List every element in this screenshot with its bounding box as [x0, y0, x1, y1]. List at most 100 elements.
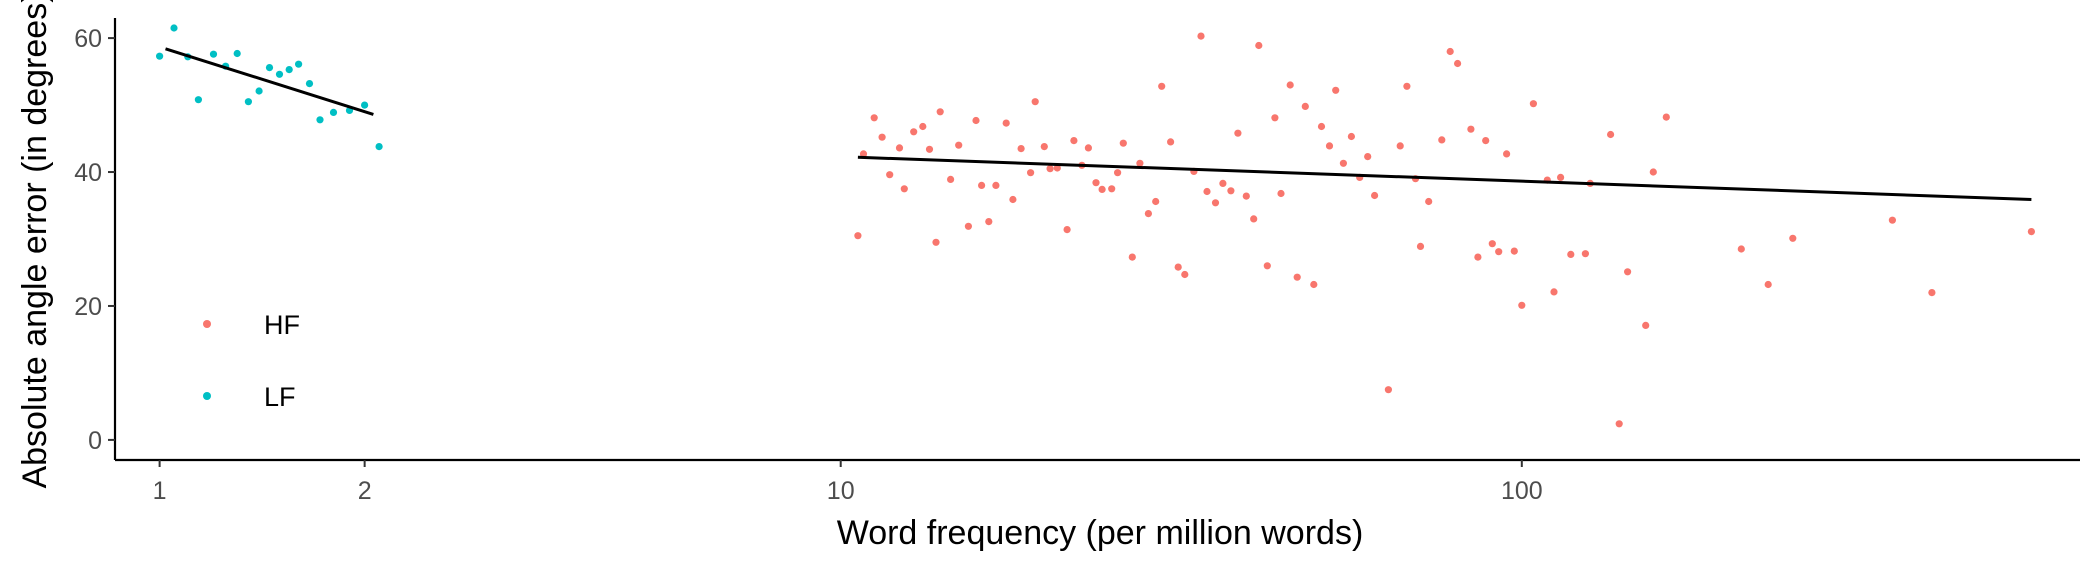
point-hf [1488, 240, 1496, 248]
point-hf [1642, 321, 1650, 329]
point-hf [1167, 138, 1175, 146]
point-hf [972, 116, 980, 125]
point-hf [895, 144, 904, 152]
point-hf [919, 122, 927, 131]
legend-label-hf: HF [264, 310, 300, 340]
point-hf [1070, 137, 1078, 145]
y-tick-label: 0 [88, 427, 102, 455]
point-hf [878, 133, 886, 141]
point-hf [1624, 268, 1632, 276]
tick-labels: 1 2 10 100 0 20 40 60 [74, 25, 1542, 505]
point-hf [1425, 197, 1433, 206]
point-lf [244, 98, 252, 106]
point-hf [1136, 159, 1144, 167]
point-hf [1234, 129, 1242, 137]
point-hf [1332, 86, 1340, 94]
point-hf [1219, 179, 1227, 187]
point-lf [233, 49, 241, 58]
point-hf [1474, 253, 1482, 261]
point-hf [1009, 195, 1017, 204]
point-lf [295, 60, 303, 68]
point-hf [1649, 168, 1657, 176]
point-hf [1529, 100, 1537, 108]
x-tick-label: 1 [153, 477, 167, 505]
point-hf [1384, 386, 1392, 394]
point-hf [1888, 216, 1896, 224]
legend-key-lf [203, 392, 211, 400]
point-hf [978, 181, 986, 189]
point-hf [1211, 199, 1220, 207]
point-hf [854, 232, 862, 240]
point-hf [1092, 179, 1100, 187]
point-hf [1467, 125, 1475, 133]
point-hf [985, 218, 993, 226]
point-lf [329, 108, 338, 116]
point-hf [1242, 192, 1250, 200]
point-hf [1789, 234, 1797, 242]
point-hf [1108, 185, 1116, 193]
point-hf [1293, 273, 1301, 281]
point-hf [1046, 165, 1054, 173]
point-hf [1128, 253, 1136, 261]
plot-area [156, 24, 2035, 428]
point-hf [1518, 301, 1526, 309]
point-lf [170, 24, 178, 32]
point-hf [1454, 59, 1462, 68]
point-lf [285, 66, 293, 74]
point-hf [1550, 288, 1558, 296]
point-hf [936, 108, 944, 116]
point-hf [1098, 185, 1106, 193]
y-tick-label: 40 [74, 159, 102, 187]
x-axis-title: Word frequency (per million words) [837, 514, 1364, 552]
point-hf [1364, 153, 1372, 161]
point-hf [964, 222, 973, 230]
point-hf [886, 171, 894, 179]
point-hf [910, 128, 918, 136]
point-hf [1928, 289, 1936, 297]
point-lf [375, 143, 383, 151]
point-hf [1250, 215, 1258, 223]
y-tick-label: 20 [74, 293, 102, 321]
point-lf [209, 50, 218, 58]
point-hf [1396, 142, 1404, 150]
legend: HF LF [203, 310, 300, 412]
point-hf [932, 238, 940, 246]
y-tick-label: 60 [74, 25, 102, 53]
legend-key-hf [203, 320, 211, 328]
fit-line-hf [857, 155, 2032, 201]
point-hf [1310, 280, 1318, 289]
point-hf [1581, 250, 1589, 258]
point-hf [1482, 137, 1490, 145]
point-hf [1174, 263, 1182, 271]
point-hf [1764, 280, 1772, 289]
point-hf [870, 114, 878, 122]
legend-label-lf: LF [264, 382, 296, 412]
point-hf [1227, 187, 1235, 195]
point-hf [1277, 189, 1285, 198]
point-hf [1347, 132, 1355, 141]
point-hf [1510, 247, 1518, 255]
point-lf [305, 80, 314, 88]
axes [113, 18, 2080, 462]
point-hf [1662, 113, 1670, 121]
point-hf [1197, 32, 1205, 40]
point-hf [1495, 248, 1503, 256]
point-lf [156, 52, 164, 60]
point-hf [947, 175, 955, 183]
point-hf [1271, 114, 1279, 122]
point-hf [1114, 169, 1122, 177]
point-hf [992, 181, 1000, 189]
point-hf [1002, 119, 1010, 127]
point-hf [1017, 145, 1025, 153]
point-hf [1053, 164, 1061, 172]
point-hf [1339, 159, 1347, 167]
point-hf [1158, 82, 1166, 90]
point-hf [1737, 245, 1745, 253]
point-hf [925, 145, 934, 153]
point-hf [2027, 228, 2035, 236]
point-lf [316, 116, 324, 124]
x-tick-label: 100 [1501, 477, 1543, 505]
point-hf [1203, 187, 1211, 196]
point-hf [1446, 47, 1454, 56]
